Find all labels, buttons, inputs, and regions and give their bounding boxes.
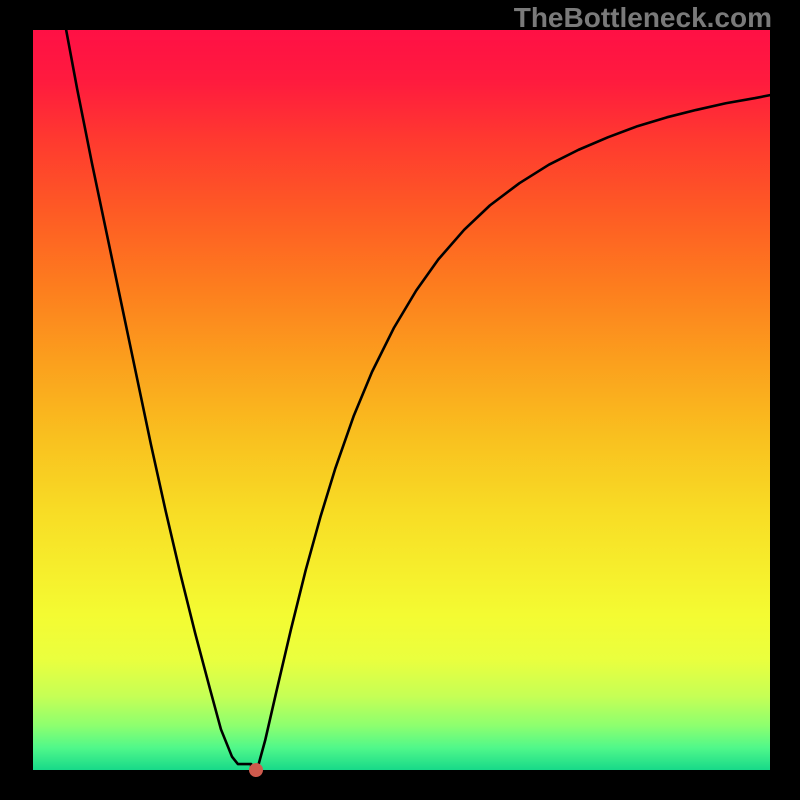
minimum-marker	[249, 763, 263, 777]
chart-frame: TheBottleneck.com	[0, 0, 800, 800]
watermark-text: TheBottleneck.com	[514, 2, 772, 34]
bottleneck-curve	[66, 30, 770, 770]
curve-svg	[0, 0, 800, 800]
